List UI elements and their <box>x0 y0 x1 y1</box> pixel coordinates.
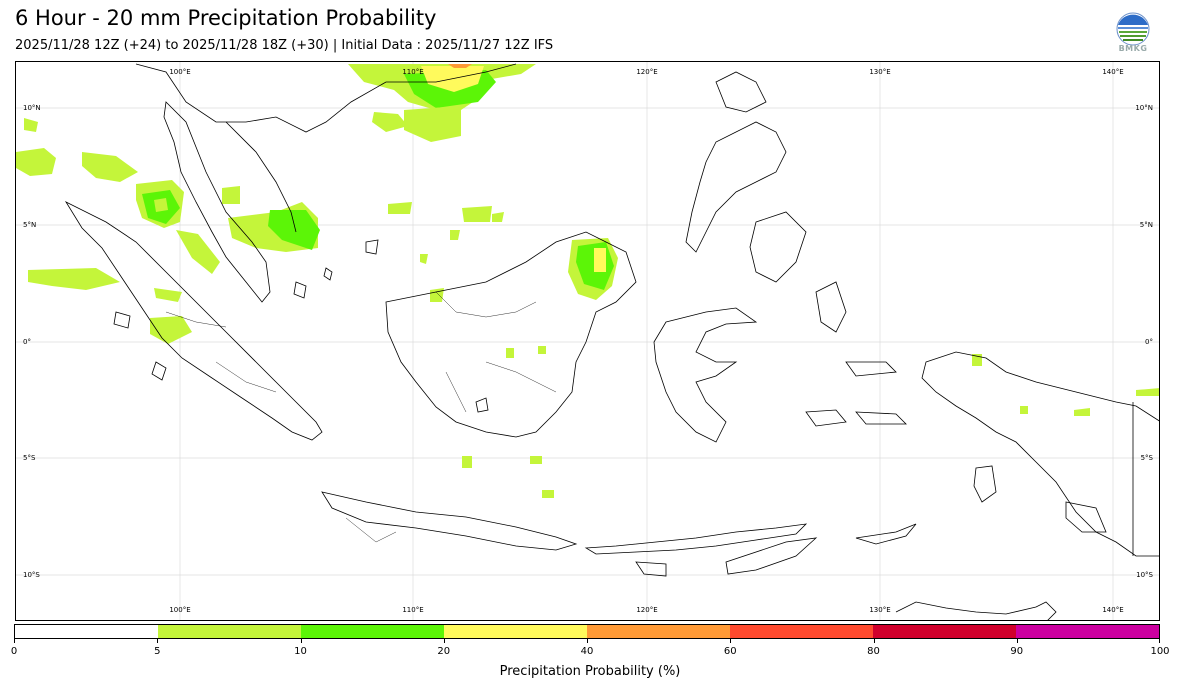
lat-label: 10°S <box>1136 571 1153 579</box>
lon-label: 120°E <box>636 606 657 614</box>
colorbar-segment <box>1016 625 1159 638</box>
lon-labels-top: 100°E 110°E 120°E 130°E 140°E <box>169 68 1123 76</box>
colorbar-segment <box>15 625 158 638</box>
colorbar-tick-label: 5 <box>154 646 161 657</box>
colorbar-tick <box>873 639 875 643</box>
precipitation-map[interactable]: 100°E 110°E 120°E 130°E 140°E 100°E 110°… <box>15 61 1160 621</box>
lon-label: 140°E <box>1102 606 1123 614</box>
colorbar-tick-label: 80 <box>867 646 880 657</box>
borders <box>165 291 557 543</box>
colorbar-segment <box>158 625 301 638</box>
lat-label: 5°S <box>23 454 36 462</box>
lon-label: 120°E <box>636 68 657 76</box>
lon-label: 130°E <box>869 68 890 76</box>
map-subtitle: 2025/11/28 12Z (+24) to 2025/11/28 18Z (… <box>15 38 554 53</box>
bmkg-logo-icon <box>1115 11 1151 55</box>
colorbar-tick <box>14 639 15 643</box>
lat-label: 0° <box>1145 338 1153 346</box>
colorbar-tick <box>587 639 588 643</box>
lon-labels-bottom: 100°E 110°E 120°E 130°E 140°E <box>169 606 1123 614</box>
lon-label: 130°E <box>869 606 890 614</box>
lat-labels-left: 10°N 5°N 0° 5°S 10°S <box>23 104 41 579</box>
colorbar-tick <box>730 639 732 643</box>
map-title: 6 Hour - 20 mm Precipitation Probability <box>15 6 437 30</box>
colorbar-tick-label: 10 <box>294 646 307 657</box>
colorbar-title: Precipitation Probability (%) <box>499 664 681 679</box>
map-canvas: 100°E 110°E 120°E 130°E 140°E 100°E 110°… <box>16 62 1159 620</box>
lon-label: 140°E <box>1102 68 1123 76</box>
lon-label: 100°E <box>169 606 190 614</box>
lat-label: 10°N <box>1135 104 1153 112</box>
colorbar-tick-label: 0 <box>10 646 18 657</box>
colorbar-segment <box>730 625 873 638</box>
colorbar-tick <box>300 639 302 643</box>
colorbar-tick-label: 100 <box>1150 646 1170 657</box>
colorbar-tick <box>1016 639 1018 643</box>
lat-label: 5°N <box>23 221 36 229</box>
graticule <box>16 62 1159 620</box>
lon-label: 110°E <box>402 606 423 614</box>
lon-label: 110°E <box>402 68 423 76</box>
lat-label: 5°S <box>1141 454 1154 462</box>
lon-label: 100°E <box>169 68 190 76</box>
colorbar <box>14 624 1160 639</box>
colorbar-tick-label: 60 <box>723 646 737 657</box>
colorbar-tick <box>443 639 445 643</box>
lat-label: 10°N <box>23 104 41 112</box>
lat-label: 10°S <box>23 571 40 579</box>
colorbar-segment <box>587 625 730 638</box>
colorbar-segment <box>301 625 444 638</box>
logo-text: BMKG <box>1118 44 1148 53</box>
lat-label: 5°N <box>1140 221 1153 229</box>
colorbar-segment <box>444 625 587 638</box>
lat-label: 0° <box>23 338 31 346</box>
colorbar-tick-label: 20 <box>437 646 451 657</box>
colorbar-tick <box>157 639 159 643</box>
colorbar-tick <box>1159 639 1160 643</box>
coastlines <box>64 63 1159 620</box>
lat-labels-right: 10°N 5°N 0° 5°S 10°S <box>1135 104 1153 579</box>
colorbar-tick-label: 90 <box>1010 646 1024 657</box>
colorbar-segment <box>873 625 1016 638</box>
colorbar-tick-label: 40 <box>580 646 594 657</box>
precip-shading <box>16 64 1159 498</box>
